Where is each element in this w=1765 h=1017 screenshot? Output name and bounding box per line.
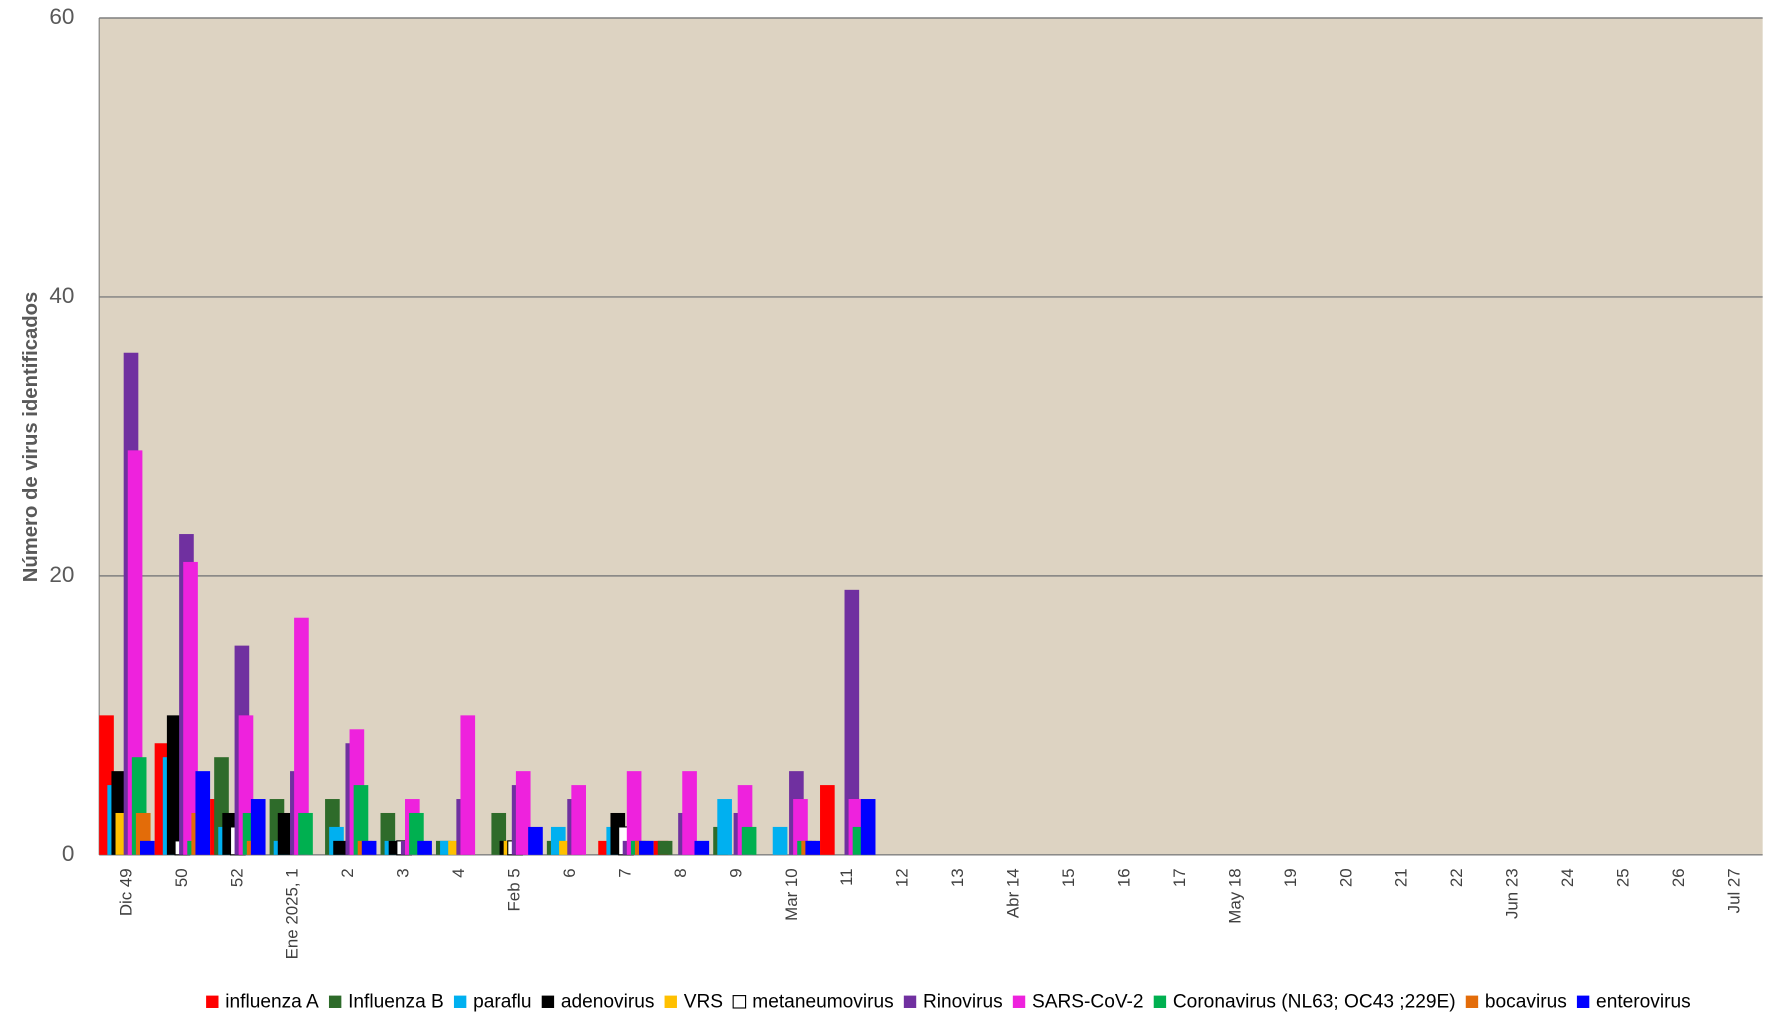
x-tick-label: 13 — [948, 868, 967, 887]
x-tick-label: 22 — [1447, 868, 1466, 887]
x-tick-label: 15 — [1059, 868, 1078, 887]
x-tick-label: 21 — [1392, 868, 1411, 887]
bar — [361, 840, 377, 855]
bar — [250, 799, 266, 855]
x-tick-label: 17 — [1170, 868, 1189, 887]
bar — [860, 799, 876, 855]
legend-swatch — [1012, 995, 1026, 1008]
bar — [353, 785, 369, 855]
bar — [183, 561, 198, 855]
bar — [639, 840, 654, 855]
plot-area — [99, 18, 1763, 855]
x-tick-label: 6 — [560, 868, 579, 877]
bar — [298, 812, 313, 855]
legend-label: metaneumovirus — [752, 991, 893, 1012]
x-tick-label: 25 — [1614, 868, 1633, 887]
x-tick-label: 4 — [449, 868, 468, 877]
legend-label: SARS-CoV-2 — [1032, 991, 1144, 1012]
legend-swatch — [206, 995, 219, 1008]
x-tick-label: 26 — [1669, 868, 1688, 887]
legend-label: VRS — [684, 991, 723, 1012]
bar — [294, 617, 309, 855]
x-tick-label: 16 — [1114, 868, 1133, 887]
bar — [805, 840, 821, 855]
x-tick-label: Jun 23 — [1503, 868, 1522, 919]
x-tick-label: Dic 49 — [116, 868, 135, 916]
x-tick-label: 12 — [893, 868, 912, 887]
x-tick-label: Feb 5 — [505, 868, 524, 911]
x-tick-label: 2 — [338, 868, 357, 877]
bar — [717, 799, 732, 855]
bar — [820, 785, 835, 855]
x-tick-label: 8 — [671, 868, 690, 877]
bar — [195, 771, 211, 855]
bar — [333, 840, 348, 855]
x-tick-label: 20 — [1336, 868, 1355, 887]
x-tick-label: 7 — [615, 868, 634, 877]
bar — [166, 715, 182, 855]
legend-label: adenovirus — [561, 991, 655, 1012]
x-tick-label: 19 — [1281, 868, 1300, 887]
bar — [277, 812, 293, 855]
x-tick-label: Mar 10 — [782, 868, 801, 921]
bar — [571, 785, 586, 855]
x-tick-label: Jul 27 — [1724, 868, 1743, 913]
x-tick-label: Ene 2025, 1 — [283, 868, 302, 959]
bar — [460, 715, 476, 855]
legend-label: Coronavirus (NL63; OC43 ;229E) — [1173, 991, 1456, 1012]
legend-label: bocavirus — [1485, 991, 1567, 1012]
x-tick-label: 11 — [837, 868, 856, 886]
x-tick-label: 24 — [1558, 868, 1577, 887]
y-axis-label: Número de virus identificados — [20, 292, 42, 583]
legend-label: Rinovirus — [923, 991, 1003, 1012]
bar — [694, 840, 710, 855]
bar — [127, 450, 143, 855]
bar — [657, 840, 673, 855]
legend-swatch — [1576, 995, 1590, 1008]
x-tick-label: 50 — [172, 868, 191, 887]
x-tick-label: May 18 — [1225, 868, 1244, 923]
legend-label: Influenza B — [348, 991, 444, 1012]
y-tick-label: 0 — [62, 841, 75, 866]
y-tick-label: 60 — [49, 4, 74, 29]
x-tick-label: 9 — [726, 868, 745, 877]
bar — [772, 826, 788, 855]
bar — [417, 840, 432, 855]
legend-label: paraflu — [473, 991, 531, 1012]
legend-swatch — [453, 995, 467, 1008]
bar — [528, 826, 543, 855]
legend-swatch — [541, 995, 555, 1008]
bar — [844, 589, 860, 855]
legend-swatch — [328, 995, 342, 1008]
legend-swatch — [664, 995, 677, 1008]
bar — [626, 771, 642, 855]
y-tick-label: 40 — [49, 283, 74, 308]
legend-swatch — [1153, 995, 1167, 1008]
legend-label: influenza A — [225, 991, 319, 1012]
y-tick-label: 20 — [49, 562, 74, 587]
bar — [741, 826, 757, 855]
x-tick-label: 52 — [227, 868, 246, 887]
legend-swatch — [732, 995, 747, 1009]
bar — [140, 840, 155, 855]
bar — [682, 771, 697, 855]
x-tick-label: 3 — [394, 868, 413, 877]
legend-swatch — [1465, 995, 1479, 1008]
legend-swatch — [903, 995, 917, 1008]
legend-label: enterovirus — [1596, 991, 1691, 1012]
bar — [515, 771, 531, 855]
x-tick-label: Abr 14 — [1004, 868, 1023, 918]
